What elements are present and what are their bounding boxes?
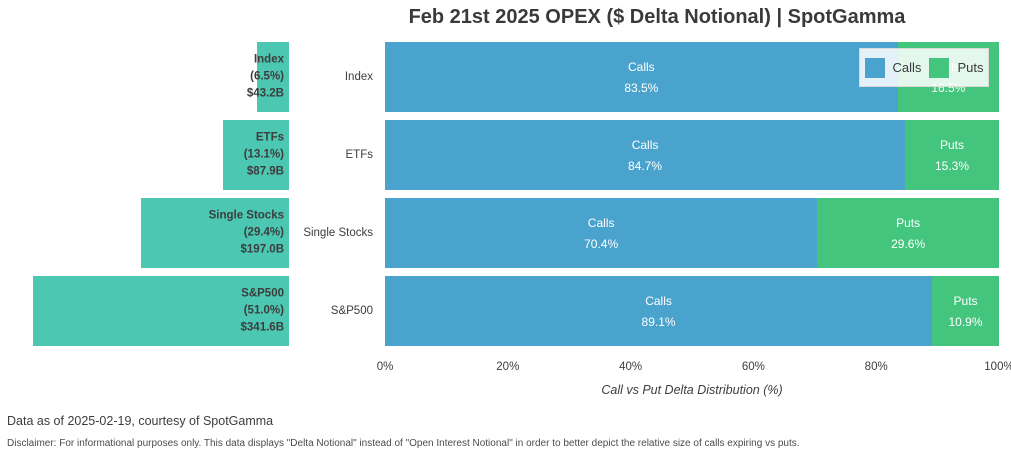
disclaimer: Disclaimer: For informational purposes o… [7, 438, 800, 449]
notional-bar [141, 198, 289, 268]
legend-puts-label: Puts [957, 60, 984, 75]
segment-series-label: Puts [896, 215, 921, 230]
x-tick-label: 80% [864, 361, 888, 373]
stacked-bar-row: Single Stocks Calls 70.4% Puts 29.6% [303, 198, 999, 268]
category-label: Single Stocks [303, 227, 373, 239]
notional-row: Single Stocks (29.4%) $197.0B [0, 198, 289, 268]
segment-series-label: Calls [645, 293, 672, 308]
x-axis-label: Call vs Put Delta Distribution (%) [601, 383, 783, 397]
chart-title: Feb 21st 2025 OPEX ($ Delta Notional) | … [408, 6, 906, 28]
segment-series-label: Calls [587, 215, 615, 230]
puts-segment: Puts 15.3% [905, 120, 999, 190]
segment-value-label: 89.1% [641, 314, 676, 329]
puts-segment: Puts 29.6% [817, 198, 999, 268]
category-label: Index [344, 71, 373, 83]
notional-row: Index (6.5%) $43.2B [0, 42, 289, 112]
segment-series-label: Calls [631, 137, 659, 152]
x-tick-label: 20% [496, 361, 520, 373]
segment-series-label: Puts [953, 293, 978, 308]
segment-value-label: 84.7% [628, 158, 663, 173]
stacked-bar-row: ETFs Calls 84.7% Puts 15.3% [346, 120, 999, 190]
x-tick-label: 40% [619, 361, 643, 373]
legend-calls-label: Calls [892, 60, 922, 75]
notional-bar [33, 276, 289, 346]
notional-bar [257, 42, 289, 112]
category-label: ETFs [345, 149, 373, 161]
legend-calls-swatch [864, 57, 885, 78]
x-tick-label: 100% [984, 361, 1011, 373]
segment-value-label: 83.5% [624, 80, 659, 95]
notional-row: ETFs (13.1%) $87.9B [0, 120, 289, 190]
notional-bar-label: Index (6.5%) $43.2B [246, 53, 284, 100]
segment-series-label: Puts [940, 137, 965, 152]
puts-segment: Puts 10.9% [932, 276, 999, 346]
notional-bar-label: S&P500 (51.0%) $341.6B [240, 287, 284, 334]
calls-segment: Calls 83.5% [385, 42, 898, 112]
notional-row: S&P500 (51.0%) $341.6B [0, 276, 289, 346]
category-label: S&P500 [330, 305, 373, 317]
x-tick-label: 0% [376, 361, 394, 373]
legend-puts-swatch [929, 57, 950, 78]
notional-bar-label: ETFs (13.1%) $87.9B [243, 131, 284, 178]
notional-bar [223, 120, 289, 190]
call-put-stacked-chart: IndexCalls83.5%Puts16.5%ETFsCalls84.7%Pu… [303, 42, 999, 346]
segment-value-label: 10.9% [948, 314, 983, 329]
calls-segment: Calls 70.4% [385, 198, 818, 268]
data-asof-note: Data as of 2025-02-19, courtesy of SpotG… [7, 414, 274, 428]
notional-bar-label: Single Stocks (29.4%) $197.0B [208, 209, 284, 256]
legend: Calls Puts [859, 48, 989, 87]
segment-series-label: Calls [628, 59, 655, 74]
notional-bar-chart: Index (6.5%) $43.2B ETFs (13.1%) $87.9B Single… [0, 42, 289, 346]
segment-value-label: 29.6% [891, 236, 926, 251]
stacked-bar-row: S&P500 Calls 89.1% Puts 10.9% [331, 276, 999, 346]
calls-segment: Calls 84.7% [385, 120, 906, 190]
segment-value-label: 70.4% [584, 236, 619, 251]
x-tick-label: 60% [741, 361, 765, 373]
calls-segment: Calls 89.1% [385, 276, 933, 346]
segment-value-label: 15.3% [935, 158, 970, 173]
x-axis: 0% 20% 40% 60% 80% 100% [377, 361, 1011, 375]
